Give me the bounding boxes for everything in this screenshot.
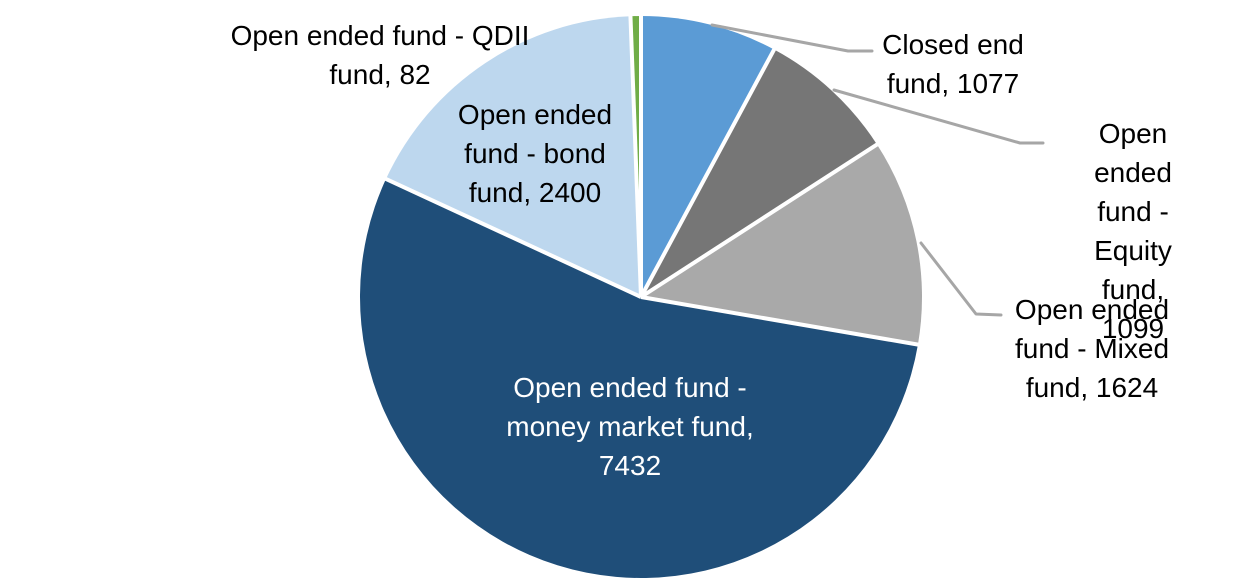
label-qdii-fund: Open ended fund - QDII fund, 82 (230, 20, 530, 90)
leader-line-mixed-fund (919, 241, 1003, 317)
leader-lines (710, 23, 1045, 317)
pie-slice-closed-end-fund (641, 16, 775, 297)
pie-slice-open-ended-fund-equity-fund (641, 49, 877, 297)
label-closed-end-fund: Closed end fund, 1077 (882, 29, 1024, 99)
label-bond-fund: Open ended fund - bond fund, 2400 (457, 99, 613, 208)
slice-separator (384, 176, 642, 299)
slice-separator (640, 295, 920, 347)
label-money-market-fund: Open ended fund - money market fund, 743… (506, 372, 754, 481)
pie-slice-open-ended-fund-bond-fund (386, 16, 641, 297)
slice-separator (628, 15, 643, 298)
leader-line-closed-end-fund (710, 23, 874, 53)
pie-slice-open-ended-fund-mixed-fund (641, 144, 923, 345)
pie-slices (360, 16, 923, 579)
slice-separator (639, 142, 879, 299)
leader-line-equity-fund (832, 88, 1045, 145)
pie-slice-open-ended-fund-money-market-fund (360, 178, 918, 579)
slice-separators (384, 15, 920, 347)
label-mixed-fund: Open ended fund - Mixed fund, 1624 (1014, 294, 1170, 403)
slice-separator (639, 47, 777, 298)
label-equity-fund: Open ended fund - Equity fund, 1099 (1094, 118, 1172, 344)
